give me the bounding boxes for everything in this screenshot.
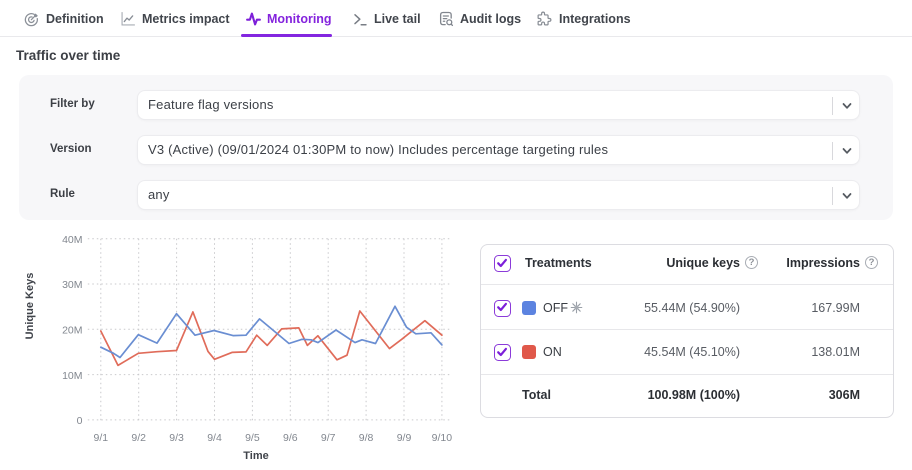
svg-text:9/3: 9/3 xyxy=(169,432,184,444)
svg-text:40M: 40M xyxy=(62,234,82,246)
svg-text:9/8: 9/8 xyxy=(359,432,374,444)
svg-text:9/1: 9/1 xyxy=(93,432,108,444)
svg-text:9/6: 9/6 xyxy=(283,432,298,444)
svg-text:9/4: 9/4 xyxy=(207,432,222,444)
svg-text:20M: 20M xyxy=(62,325,82,337)
svg-text:9/5: 9/5 xyxy=(245,432,260,444)
svg-text:9/9: 9/9 xyxy=(397,432,412,444)
svg-text:0: 0 xyxy=(77,415,83,427)
svg-text:9/2: 9/2 xyxy=(131,432,146,444)
svg-text:10M: 10M xyxy=(62,370,82,382)
svg-text:30M: 30M xyxy=(62,279,82,291)
svg-text:Time: Time xyxy=(243,450,268,462)
svg-text:9/10: 9/10 xyxy=(432,432,453,444)
svg-text:9/7: 9/7 xyxy=(321,432,336,444)
svg-text:Unique Keys: Unique Keys xyxy=(24,273,36,340)
